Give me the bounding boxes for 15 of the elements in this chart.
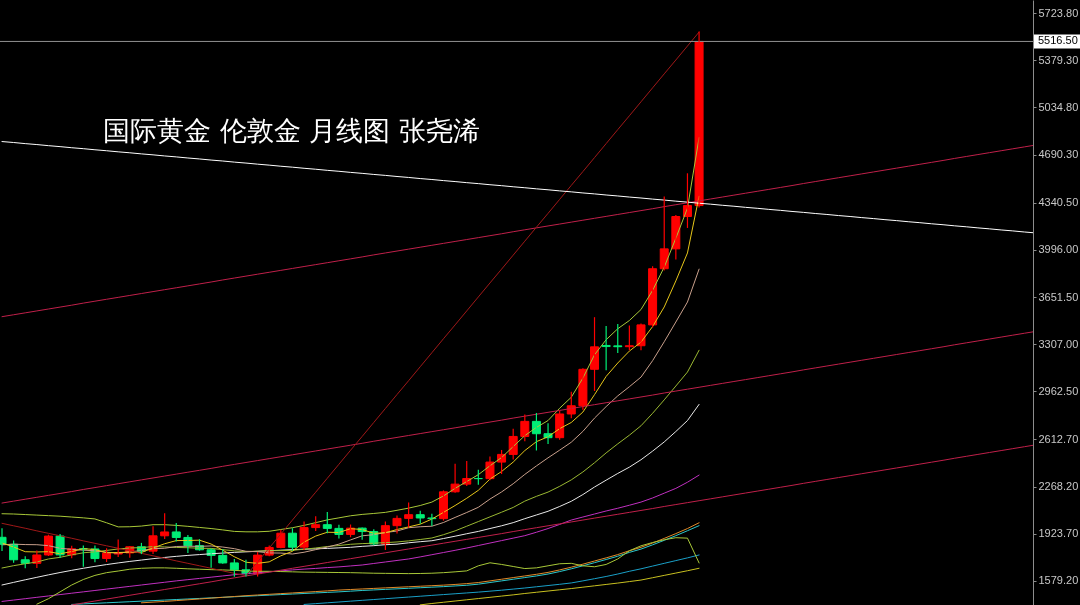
y-tick-label: 4690.30 — [1038, 148, 1079, 161]
y-tick-label: 1923.70 — [1038, 527, 1079, 540]
y-tick-label: 5034.80 — [1038, 100, 1079, 113]
y-tick-label: 4340.50 — [1038, 196, 1079, 209]
y-tick-label: 3307.00 — [1038, 337, 1079, 350]
ref-line-label: 5516.50 — [1038, 34, 1078, 47]
y-tick-label: 2962.50 — [1038, 384, 1079, 397]
y-tick-label: 5379.30 — [1038, 53, 1079, 66]
y-tick-label: 5723.80 — [1038, 6, 1079, 19]
y-tick-label: 2268.20 — [1038, 480, 1079, 493]
y-tick-label: 3996.00 — [1038, 243, 1079, 256]
y-tick-label: 1579.20 — [1038, 574, 1079, 587]
text: 国际黄金 伦敦金 月线图 张尧浠 — [103, 115, 480, 146]
y-tick-label: 2612.70 — [1038, 432, 1079, 445]
y-tick-label: 3651.50 — [1038, 290, 1079, 303]
